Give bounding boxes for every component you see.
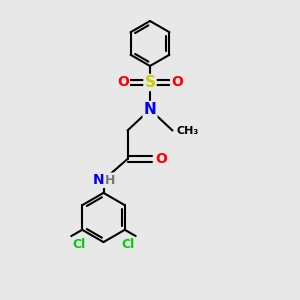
Text: O: O bbox=[155, 152, 167, 166]
Text: CH₃: CH₃ bbox=[176, 125, 198, 136]
Text: H: H bbox=[105, 173, 115, 187]
Text: O: O bbox=[117, 76, 129, 89]
Text: Cl: Cl bbox=[73, 238, 86, 250]
Text: N: N bbox=[144, 102, 156, 117]
Text: Cl: Cl bbox=[121, 238, 134, 250]
Text: S: S bbox=[145, 75, 155, 90]
Text: O: O bbox=[171, 76, 183, 89]
Text: N: N bbox=[92, 173, 104, 187]
